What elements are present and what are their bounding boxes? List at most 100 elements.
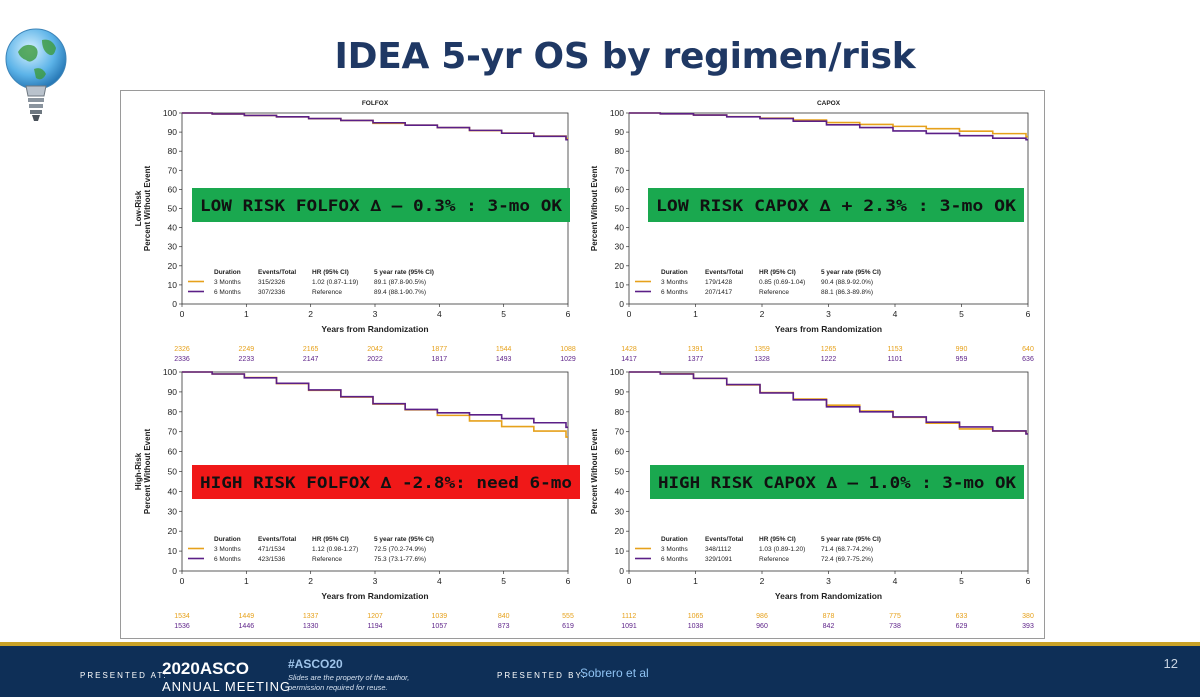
at-risk-value: 2165	[303, 346, 319, 353]
at-risk-value: 1391	[688, 346, 704, 353]
y-axis-label: Percent Without Event	[143, 166, 152, 252]
legend-header: HR (95% CI)	[312, 536, 349, 543]
x-tick-label: 5	[959, 309, 964, 319]
y-tick-label: 60	[168, 184, 178, 194]
x-tick-label: 4	[893, 576, 898, 586]
y-tick-label: 90	[168, 387, 178, 397]
y-tick-label: 100	[163, 108, 177, 118]
legend-header: HR (95% CI)	[759, 269, 796, 276]
x-tick-label: 3	[373, 309, 378, 319]
annotation-box	[650, 465, 1024, 499]
km-curve-6-months	[629, 112, 1028, 141]
x-tick-label: 6	[1026, 309, 1031, 319]
legend-cell: 1.03 (0.89-1.20)	[759, 546, 805, 553]
legend-cell: 1.12 (0.98-1.27)	[312, 546, 358, 553]
x-tick-label: 6	[566, 309, 571, 319]
property-line-1: Slides are the property of the author,	[288, 673, 410, 682]
x-tick-label: 1	[244, 309, 249, 319]
y-tick-label: 100	[610, 367, 624, 377]
at-risk-value: 640	[1022, 346, 1034, 353]
y-tick-label: 50	[168, 204, 178, 214]
y-tick-label: 80	[168, 146, 178, 156]
x-tick-label: 3	[826, 309, 831, 319]
x-axis-label: Years from Randomization	[775, 591, 882, 601]
y-tick-label: 70	[615, 165, 625, 175]
legend-cell: 3 Months	[661, 546, 688, 553]
y-tick-label: 80	[615, 146, 625, 156]
legend-header: Duration	[214, 269, 241, 276]
globe-bulb-logo	[5, 28, 67, 121]
y-tick-label: 50	[615, 467, 625, 477]
annotation-text: LOW RISK FOLFOX ∆ – 0.3% : 3-mo OK	[200, 196, 562, 215]
legend-cell: 307/2336	[258, 289, 285, 296]
y-tick-label: 50	[168, 467, 178, 477]
at-risk-value: 1194	[367, 623, 382, 630]
x-tick-label: 2	[760, 576, 765, 586]
x-tick-label: 2	[760, 309, 765, 319]
y-axis-label: Percent Without Event	[590, 166, 599, 252]
at-risk-value: 959	[956, 356, 968, 363]
asco-meeting: ANNUAL MEETING	[162, 679, 292, 694]
at-risk-value: 1065	[688, 613, 704, 620]
page-number: 12	[1163, 656, 1178, 671]
asco-logo: 2020ASCO	[162, 659, 249, 679]
x-axis-label: Years from Randomization	[321, 591, 428, 601]
panel-title: CAPOX	[817, 100, 841, 107]
km-figure-frame	[120, 90, 1045, 639]
y-tick-label: 30	[615, 242, 625, 252]
x-tick-label: 4	[437, 576, 442, 586]
y-tick-label: 90	[615, 387, 625, 397]
legend-cell: Reference	[312, 556, 342, 563]
x-tick-label: 4	[437, 309, 442, 319]
y-tick-label: 40	[168, 223, 178, 233]
y-tick-label: 40	[168, 486, 178, 496]
annotation-text: HIGH RISK CAPOX ∆ – 1.0% : 3-mo OK	[658, 473, 1016, 492]
legend-cell: 89.4 (88.1-90.7%)	[374, 289, 426, 296]
at-risk-value: 1417	[621, 356, 637, 363]
at-risk-value: 2022	[367, 356, 383, 363]
at-risk-value: 1029	[560, 356, 576, 363]
legend-header: 5 year rate (95% CI)	[374, 536, 434, 543]
y-tick-label: 20	[168, 261, 178, 271]
x-tick-label: 5	[501, 576, 506, 586]
at-risk-value: 842	[823, 623, 835, 630]
x-tick-label: 3	[826, 576, 831, 586]
legend-header: Duration	[661, 269, 688, 276]
x-axis-label: Years from Randomization	[321, 324, 428, 334]
legend-header: HR (95% CI)	[312, 269, 349, 276]
y-tick-label: 20	[615, 261, 625, 271]
at-risk-value: 1207	[367, 613, 383, 620]
at-risk-value: 393	[1022, 623, 1034, 630]
at-risk-value: 1039	[432, 613, 448, 620]
x-tick-label: 0	[627, 576, 632, 586]
km-panel-high-folfox: 0 10 20 30 40 50 60 70 80 90 100 0 1 2 3 4 5 6 Years from …	[134, 367, 580, 630]
at-risk-value: 2249	[239, 346, 255, 353]
x-axis-label: Years from Randomization	[775, 324, 882, 334]
annotation-box	[192, 188, 570, 222]
at-risk-value: 1536	[174, 623, 190, 630]
property-line-2: permission required for reuse.	[288, 683, 388, 692]
at-risk-value: 2326	[174, 346, 190, 353]
at-risk-value: 1534	[174, 613, 190, 620]
slide-title: IDEA 5-yr OS by regimen/risk	[334, 36, 916, 77]
y-tick-label: 0	[172, 566, 177, 576]
at-risk-value: 1817	[432, 356, 448, 363]
y-tick-label: 60	[615, 184, 625, 194]
legend-cell: 6 Months	[214, 556, 241, 563]
legend-cell: Reference	[312, 289, 342, 296]
y-tick-label: 10	[615, 280, 625, 290]
legend-cell: 6 Months	[661, 289, 688, 296]
y-tick-label: 40	[615, 223, 625, 233]
y-tick-label: 70	[168, 165, 178, 175]
at-risk-value: 629	[956, 623, 968, 630]
at-risk-value: 555	[562, 613, 574, 620]
legend-header: Duration	[661, 536, 688, 543]
x-tick-label: 0	[180, 576, 185, 586]
legend-cell: Reference	[759, 556, 789, 563]
at-risk-value: 1428	[621, 346, 637, 353]
asco-name: ASCO	[199, 659, 249, 678]
x-tick-label: 5	[959, 576, 964, 586]
at-risk-value: 1377	[688, 356, 704, 363]
at-risk-value: 1088	[560, 346, 576, 353]
presented-by-label: PRESENTED BY:	[497, 671, 587, 680]
